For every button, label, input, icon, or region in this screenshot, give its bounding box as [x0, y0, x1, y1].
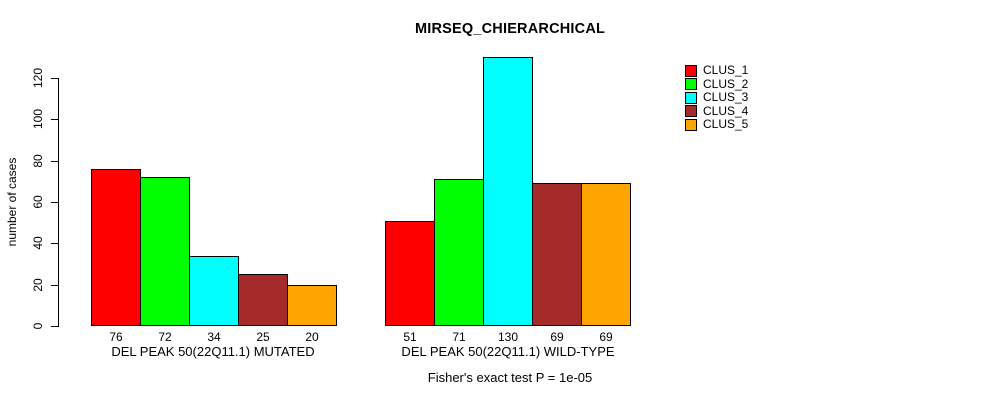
legend-label: CLUS_2 — [703, 76, 749, 91]
bar — [189, 256, 239, 326]
bar — [532, 183, 582, 326]
y-axis-tick-label: 60 — [31, 195, 45, 209]
legend-item: CLUS_2 — [685, 76, 749, 91]
legend-label: CLUS_5 — [703, 117, 749, 131]
bar — [483, 57, 533, 326]
bar — [434, 179, 484, 326]
y-axis-tick — [51, 161, 58, 162]
legend-label: CLUS_1 — [703, 63, 749, 77]
x-group-label-wildtype: DEL PEAK 50(22Q11.1) WILD-TYPE — [401, 344, 615, 359]
legend-swatch — [685, 78, 697, 90]
bar — [385, 221, 435, 326]
bar-value-label: 51 — [403, 330, 417, 344]
y-axis-tick — [51, 78, 58, 79]
bar — [287, 285, 337, 326]
legend-item: CLUS_1 — [685, 64, 748, 77]
y-axis-tick-label: 0 — [31, 322, 45, 330]
legend: CLUS_1 CLUS_2 CLUS_3 CLUS_4 CLUS_5 — [685, 64, 748, 132]
bar — [238, 274, 288, 326]
legend-swatch — [685, 64, 697, 77]
x-group-label-mutated: DEL PEAK 50(22Q11.1) MUTATED — [111, 344, 315, 359]
y-axis-tick-label: 20 — [31, 278, 45, 292]
y-axis-tick — [51, 202, 58, 203]
fisher-test-annotation: Fisher's exact test P = 1e-05 — [427, 370, 593, 385]
legend-swatch — [685, 105, 697, 117]
y-axis-tick-label: 120 — [31, 67, 45, 89]
y-axis-line — [58, 78, 59, 327]
bar — [581, 183, 631, 326]
bar — [91, 169, 141, 326]
legend-item: CLUS_5 — [685, 118, 748, 131]
legend-item: CLUS_3 — [685, 91, 748, 104]
y-axis-tick — [51, 285, 58, 286]
bar-value-label: 34 — [207, 330, 221, 344]
legend-label: CLUS_4 — [703, 103, 749, 118]
legend-label: CLUS_3 — [703, 90, 749, 104]
legend-item: CLUS_4 — [685, 103, 749, 118]
y-axis-tick — [51, 119, 58, 120]
bar-value-label: 71 — [452, 330, 466, 344]
bar-value-label: 72 — [158, 330, 172, 344]
y-axis-tick — [51, 326, 58, 327]
bar — [140, 177, 190, 326]
bar-value-label: 69 — [599, 330, 613, 344]
bar-value-label: 25 — [256, 330, 270, 344]
chart-title: MIRSEQ_CHIERARCHICAL — [414, 21, 606, 37]
bar-value-label: 76 — [109, 330, 123, 344]
y-axis-tick — [51, 243, 58, 244]
bar-value-label: 130 — [497, 330, 519, 344]
bar-value-label: 69 — [550, 330, 564, 344]
y-axis-tick-label: 40 — [31, 236, 45, 250]
bar-value-label: 20 — [305, 330, 319, 344]
y-axis-tick-label: 100 — [31, 108, 45, 130]
legend-swatch — [685, 91, 697, 104]
y-axis-tick-label: 80 — [31, 154, 45, 168]
legend-swatch — [685, 118, 697, 131]
